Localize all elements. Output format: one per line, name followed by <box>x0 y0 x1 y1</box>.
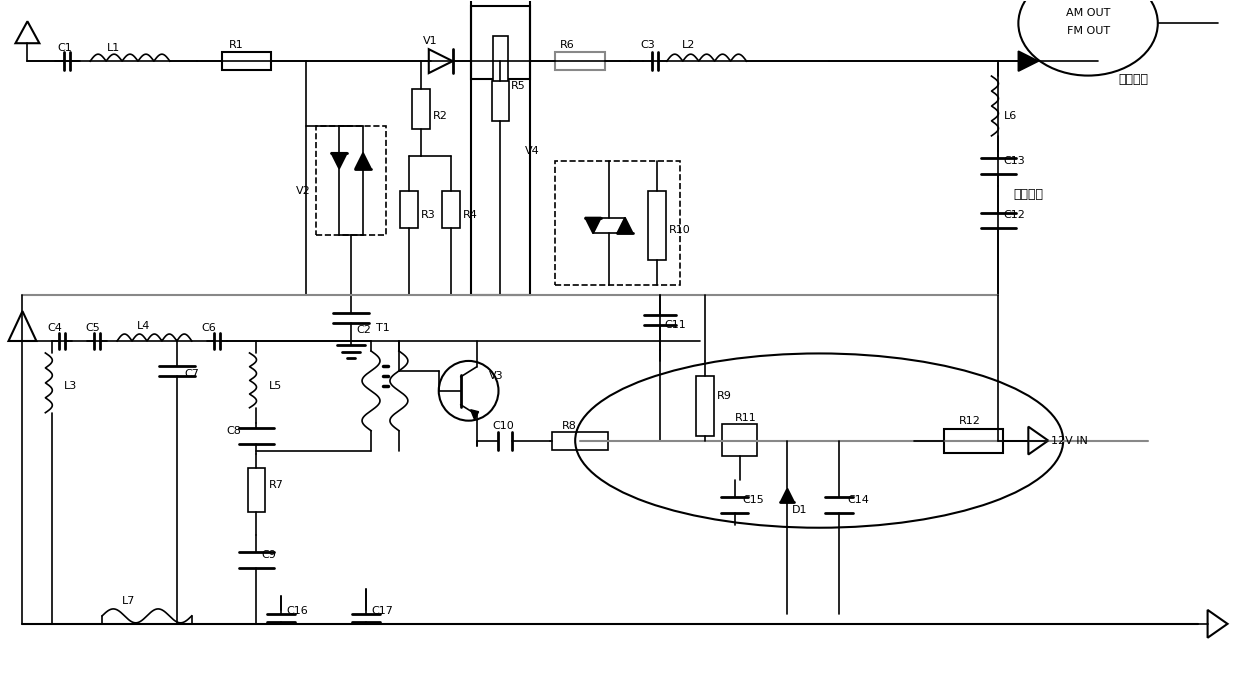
Text: V4: V4 <box>526 146 541 156</box>
Text: R7: R7 <box>268 480 283 490</box>
Bar <box>401 191 418 228</box>
Polygon shape <box>585 217 601 234</box>
Text: C11: C11 <box>665 320 687 330</box>
Text: C16: C16 <box>286 606 308 616</box>
Text: L1: L1 <box>107 43 120 53</box>
Text: R9: R9 <box>717 391 732 400</box>
Text: C3: C3 <box>640 40 655 50</box>
Bar <box>556 52 605 70</box>
Bar <box>471 6 531 295</box>
Bar <box>944 428 1003 453</box>
Text: T1: T1 <box>376 323 389 333</box>
Text: C9: C9 <box>262 550 277 560</box>
Text: R5: R5 <box>511 81 526 91</box>
Text: R12: R12 <box>959 415 981 426</box>
Bar <box>552 432 608 449</box>
Text: L7: L7 <box>122 596 135 606</box>
Polygon shape <box>471 410 479 419</box>
Text: C4: C4 <box>47 323 62 333</box>
Text: C17: C17 <box>371 606 393 616</box>
Text: C8: C8 <box>227 426 242 436</box>
Polygon shape <box>618 217 632 234</box>
Text: C1: C1 <box>57 43 72 53</box>
Bar <box>471 0 531 79</box>
Text: 射频输出: 射频输出 <box>1118 73 1148 86</box>
Text: R8: R8 <box>562 421 577 430</box>
Text: C5: C5 <box>86 323 100 333</box>
Text: R10: R10 <box>668 225 691 236</box>
Text: C12: C12 <box>1003 210 1025 221</box>
Text: C6: C6 <box>202 323 217 333</box>
Text: R2: R2 <box>433 111 448 121</box>
Text: AM OUT: AM OUT <box>1066 8 1110 18</box>
Text: L3: L3 <box>64 381 78 391</box>
Bar <box>441 191 460 228</box>
Text: C7: C7 <box>185 369 200 379</box>
Bar <box>316 126 386 236</box>
Text: L4: L4 <box>136 321 150 331</box>
Bar <box>222 52 272 70</box>
Polygon shape <box>780 488 795 503</box>
Polygon shape <box>331 153 347 169</box>
Bar <box>412 89 430 129</box>
Bar <box>647 191 666 260</box>
Text: R4: R4 <box>463 210 477 221</box>
Text: V3: V3 <box>489 371 503 381</box>
Text: L5: L5 <box>268 381 281 391</box>
Text: C13: C13 <box>1003 156 1025 165</box>
Text: R3: R3 <box>420 210 435 221</box>
Text: C15: C15 <box>743 495 764 505</box>
Ellipse shape <box>1018 0 1158 76</box>
Bar <box>492 36 508 86</box>
Text: L2: L2 <box>682 40 696 50</box>
Text: C10: C10 <box>492 421 515 430</box>
Text: 电源输出: 电源输出 <box>1013 187 1043 201</box>
Text: FM OUT: FM OUT <box>1066 27 1110 36</box>
Text: C14: C14 <box>847 495 869 505</box>
Text: L6: L6 <box>1003 111 1017 121</box>
Polygon shape <box>355 153 371 169</box>
Text: V2: V2 <box>296 186 311 195</box>
Bar <box>696 376 713 436</box>
Text: R11: R11 <box>734 413 756 423</box>
Circle shape <box>439 361 498 421</box>
Bar <box>248 469 265 512</box>
Text: C2: C2 <box>356 325 371 335</box>
Text: R6: R6 <box>560 40 575 50</box>
Polygon shape <box>1018 51 1038 71</box>
Text: V1: V1 <box>423 36 438 46</box>
Text: R1: R1 <box>228 40 243 50</box>
Text: 12V IN: 12V IN <box>1052 436 1089 445</box>
Text: D1: D1 <box>792 505 807 516</box>
Bar <box>491 81 510 121</box>
Bar <box>722 424 758 456</box>
Bar <box>556 161 680 285</box>
